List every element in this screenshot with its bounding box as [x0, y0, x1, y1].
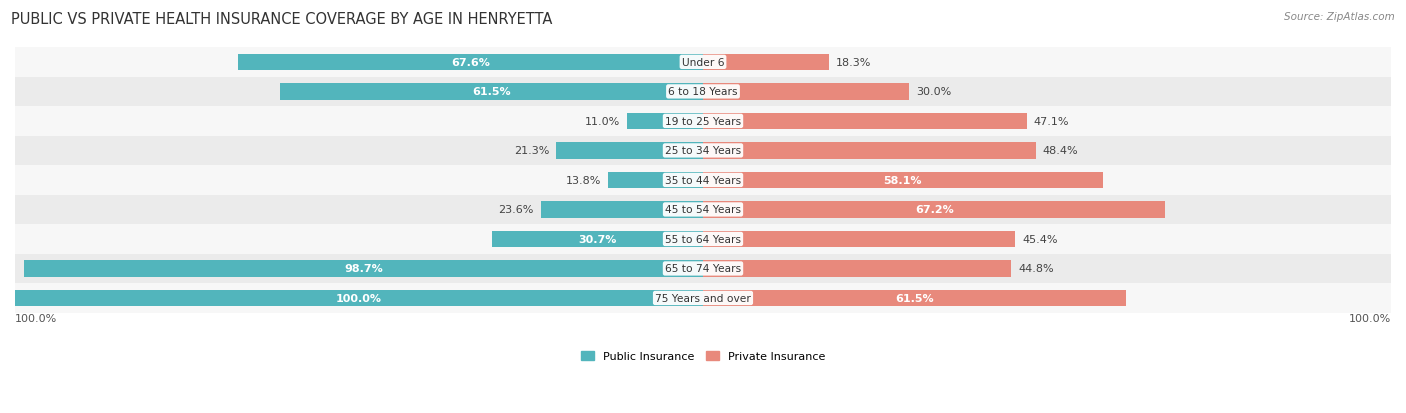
Bar [541, 202, 703, 218]
Bar [557, 143, 703, 159]
Bar [627, 114, 703, 130]
Bar [703, 261, 1011, 277]
Bar [15, 107, 1391, 136]
Text: 6 to 18 Years: 6 to 18 Years [668, 87, 738, 97]
Bar [15, 78, 1391, 107]
Bar [703, 114, 1026, 130]
Bar [703, 172, 1102, 189]
Text: 45 to 54 Years: 45 to 54 Years [665, 205, 741, 215]
Text: 61.5%: 61.5% [896, 293, 934, 303]
Bar [15, 290, 703, 306]
Bar [703, 84, 910, 100]
Text: 30.7%: 30.7% [578, 235, 617, 244]
Text: 61.5%: 61.5% [472, 87, 510, 97]
Text: 47.1%: 47.1% [1033, 116, 1070, 127]
Text: 11.0%: 11.0% [585, 116, 620, 127]
Text: 25 to 34 Years: 25 to 34 Years [665, 146, 741, 156]
Text: 100.0%: 100.0% [336, 293, 382, 303]
Legend: Public Insurance, Private Insurance: Public Insurance, Private Insurance [576, 347, 830, 366]
Bar [703, 202, 1166, 218]
Text: 100.0%: 100.0% [1348, 313, 1391, 323]
Text: 44.8%: 44.8% [1018, 264, 1053, 274]
Text: 19 to 25 Years: 19 to 25 Years [665, 116, 741, 127]
Text: 65 to 74 Years: 65 to 74 Years [665, 264, 741, 274]
Text: Source: ZipAtlas.com: Source: ZipAtlas.com [1284, 12, 1395, 22]
Text: Under 6: Under 6 [682, 58, 724, 68]
Bar [24, 261, 703, 277]
Text: 48.4%: 48.4% [1043, 146, 1078, 156]
Text: 30.0%: 30.0% [917, 87, 952, 97]
Text: 21.3%: 21.3% [515, 146, 550, 156]
Text: 35 to 44 Years: 35 to 44 Years [665, 176, 741, 185]
Text: 23.6%: 23.6% [498, 205, 534, 215]
Bar [280, 84, 703, 100]
Text: 67.2%: 67.2% [915, 205, 953, 215]
Bar [15, 48, 1391, 78]
Text: 98.7%: 98.7% [344, 264, 382, 274]
Bar [607, 172, 703, 189]
Bar [703, 143, 1036, 159]
Bar [15, 254, 1391, 284]
Bar [15, 166, 1391, 195]
Bar [15, 225, 1391, 254]
Text: 58.1%: 58.1% [883, 176, 922, 185]
Bar [15, 284, 1391, 313]
Bar [703, 290, 1126, 306]
Text: 18.3%: 18.3% [835, 58, 872, 68]
Bar [703, 231, 1015, 247]
Bar [703, 55, 830, 71]
Text: 55 to 64 Years: 55 to 64 Years [665, 235, 741, 244]
Text: 13.8%: 13.8% [565, 176, 602, 185]
Bar [15, 195, 1391, 225]
Text: 67.6%: 67.6% [451, 58, 489, 68]
Bar [492, 231, 703, 247]
Text: 75 Years and over: 75 Years and over [655, 293, 751, 303]
Text: PUBLIC VS PRIVATE HEALTH INSURANCE COVERAGE BY AGE IN HENRYETTA: PUBLIC VS PRIVATE HEALTH INSURANCE COVER… [11, 12, 553, 27]
Bar [15, 136, 1391, 166]
Text: 100.0%: 100.0% [15, 313, 58, 323]
Text: 45.4%: 45.4% [1022, 235, 1057, 244]
Bar [238, 55, 703, 71]
